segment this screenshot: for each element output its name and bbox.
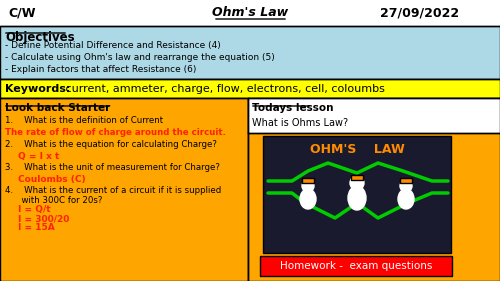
Ellipse shape [348, 186, 366, 210]
Circle shape [302, 180, 314, 192]
Text: Q = I x t: Q = I x t [18, 152, 59, 161]
FancyBboxPatch shape [351, 175, 363, 180]
Text: current, ammeter, charge, flow, electrons, cell, coloumbs: current, ammeter, charge, flow, electron… [62, 83, 385, 94]
Text: 1.    What is the definition of Current: 1. What is the definition of Current [5, 116, 163, 125]
Circle shape [400, 180, 412, 192]
Text: 4.    What is the current of a circuit if it is supplied
      with 300C for 20s: 4. What is the current of a circuit if i… [5, 186, 221, 205]
Text: Objectives: Objectives [5, 31, 74, 44]
Text: - Calculate using Ohm's law and rearrange the equation (5): - Calculate using Ohm's law and rearrang… [5, 53, 275, 62]
Text: Look back Starter: Look back Starter [5, 103, 110, 113]
Text: Ohm's Law: Ohm's Law [212, 6, 288, 19]
FancyBboxPatch shape [0, 0, 500, 26]
Text: Coulombs (C): Coulombs (C) [18, 175, 86, 184]
FancyBboxPatch shape [0, 79, 500, 98]
Text: - Explain factors that affect Resistance (6): - Explain factors that affect Resistance… [5, 65, 196, 74]
Text: I = 15A: I = 15A [18, 223, 55, 232]
FancyBboxPatch shape [302, 178, 314, 183]
Text: The rate of flow of charge around the circuit.: The rate of flow of charge around the ci… [5, 128, 226, 137]
Text: Todays lesson: Todays lesson [252, 103, 334, 113]
Text: 3.    What is the unit of measurement for Charge?: 3. What is the unit of measurement for C… [5, 163, 220, 172]
Text: I = Q/t: I = Q/t [18, 205, 50, 214]
Text: I = 300/20: I = 300/20 [18, 214, 70, 223]
FancyBboxPatch shape [248, 98, 500, 133]
Text: OHM'S    LAW: OHM'S LAW [310, 143, 404, 156]
Text: Homework -  exam questions: Homework - exam questions [280, 261, 432, 271]
FancyBboxPatch shape [248, 98, 500, 281]
Text: What is Ohms Law?: What is Ohms Law? [252, 118, 348, 128]
FancyBboxPatch shape [0, 26, 500, 79]
Text: 27/09/2022: 27/09/2022 [380, 6, 459, 19]
FancyBboxPatch shape [263, 136, 451, 253]
FancyBboxPatch shape [260, 256, 452, 276]
FancyBboxPatch shape [0, 98, 248, 281]
Text: - Define Potential Difference and Resistance (4): - Define Potential Difference and Resist… [5, 41, 221, 50]
Ellipse shape [300, 189, 316, 209]
Ellipse shape [398, 189, 414, 209]
FancyBboxPatch shape [400, 178, 412, 183]
Text: 2.    What is the equation for calculating Charge?: 2. What is the equation for calculating … [5, 140, 217, 149]
Text: C/W: C/W [8, 6, 36, 19]
Text: Keywords:: Keywords: [5, 83, 70, 94]
Circle shape [350, 176, 364, 190]
